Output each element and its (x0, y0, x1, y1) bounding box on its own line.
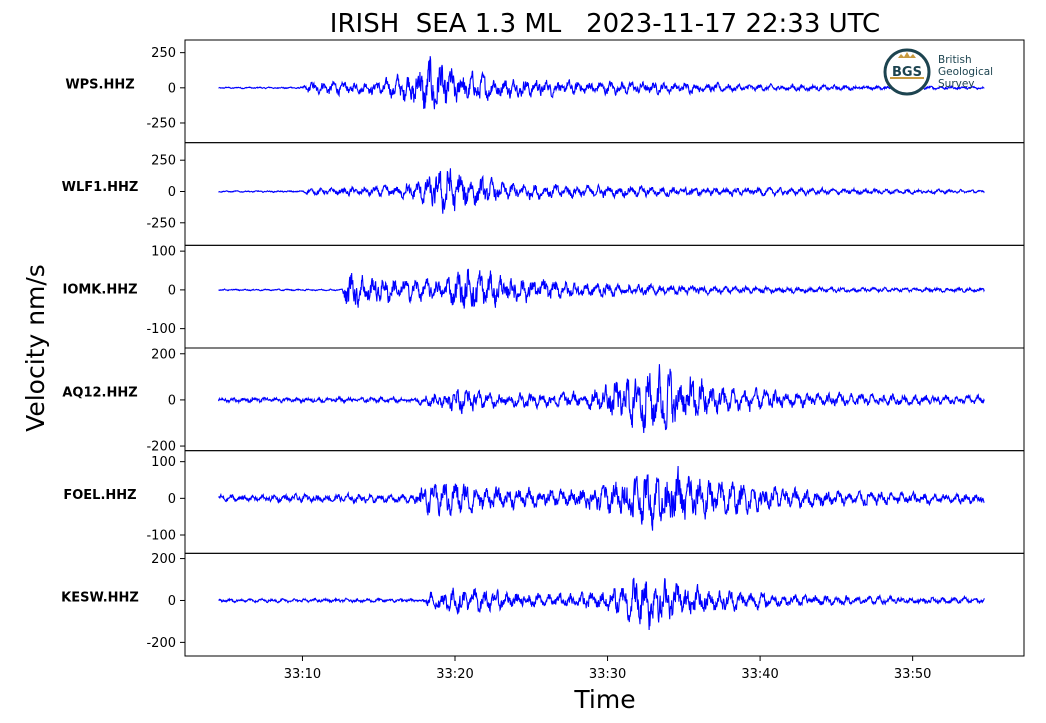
y-tick-label: 0 (168, 393, 176, 408)
trace-panel: 100 0 -100 FOEL.HHZ (63, 450, 1025, 554)
x-axis: 33:10 33:20 33:30 33:40 33:50 (284, 656, 931, 682)
y-tick-label: 250 (151, 154, 176, 169)
waveform-trace (218, 168, 985, 214)
waveform-trace (218, 268, 985, 309)
y-tick-label: -200 (146, 636, 176, 651)
x-tick-label: 33:30 (589, 667, 626, 682)
station-label: KESW.HHZ (61, 591, 139, 606)
x-tick-label: 33:20 (436, 667, 473, 682)
y-tick-label: -100 (146, 322, 176, 337)
y-tick-label: 0 (168, 81, 176, 96)
y-tick-label: 200 (151, 347, 176, 362)
x-tick-label: 33:40 (741, 667, 778, 682)
waveform-trace (218, 56, 985, 110)
y-tick-label: 0 (168, 283, 176, 298)
chart-title: IRISH SEA 1.3 ML 2023-11-17 22:33 UTC (330, 9, 880, 39)
station-label: WLF1.HHZ (62, 180, 139, 195)
y-tick-label: -250 (146, 116, 176, 131)
trace-panel: 200 0 -200 AQ12.HHZ (62, 347, 1025, 455)
trace-panel: 250 0 -250 WLF1.HHZ (62, 142, 1025, 246)
y-tick-label: -250 (146, 216, 176, 231)
svg-text:British: British (938, 54, 972, 66)
bgs-logo-icon: BGS British Geological Survey (883, 48, 993, 96)
y-tick-label: -100 (146, 529, 176, 544)
waveform-trace (218, 364, 985, 433)
x-tick-label: 33:10 (284, 667, 321, 682)
trace-panels: 250 0 -250 WPS.HHZ 250 0 -250 WLF1.HHZ 100 0 -100 I… (61, 39, 1025, 657)
y-tick-label: 0 (168, 185, 176, 200)
y-tick-label: 100 (151, 455, 176, 470)
y-axis-label: Velocity nm/s (21, 264, 50, 432)
x-tick-label: 33:50 (894, 667, 931, 682)
trace-panel: 250 0 -250 WPS.HHZ (65, 39, 1025, 144)
y-tick-label: 0 (168, 594, 176, 609)
y-tick-label: 200 (151, 552, 176, 567)
panel-frame (184, 244, 1025, 349)
trace-panel: 200 0 -200 KESW.HHZ (61, 552, 1025, 657)
bgs-logo: BGS British Geological Survey (882, 46, 1012, 98)
station-label: FOEL.HHZ (63, 488, 136, 503)
waveform-trace (218, 577, 985, 631)
waveform-trace (218, 466, 985, 531)
svg-text:BGS: BGS (892, 65, 922, 80)
y-tick-label: -200 (146, 440, 176, 455)
station-label: IOMK.HHZ (62, 283, 137, 298)
station-label: WPS.HHZ (65, 77, 134, 92)
y-tick-label: 100 (151, 245, 176, 260)
station-label: AQ12.HHZ (62, 385, 137, 400)
svg-text:Geological: Geological (938, 66, 993, 78)
y-tick-label: 250 (151, 46, 176, 61)
svg-text:Survey: Survey (938, 78, 975, 90)
y-tick-label: 0 (168, 492, 176, 507)
trace-panel: 100 0 -100 IOMK.HHZ (62, 244, 1025, 349)
x-axis-label: Time (573, 685, 635, 714)
panel-frame (184, 552, 1025, 657)
